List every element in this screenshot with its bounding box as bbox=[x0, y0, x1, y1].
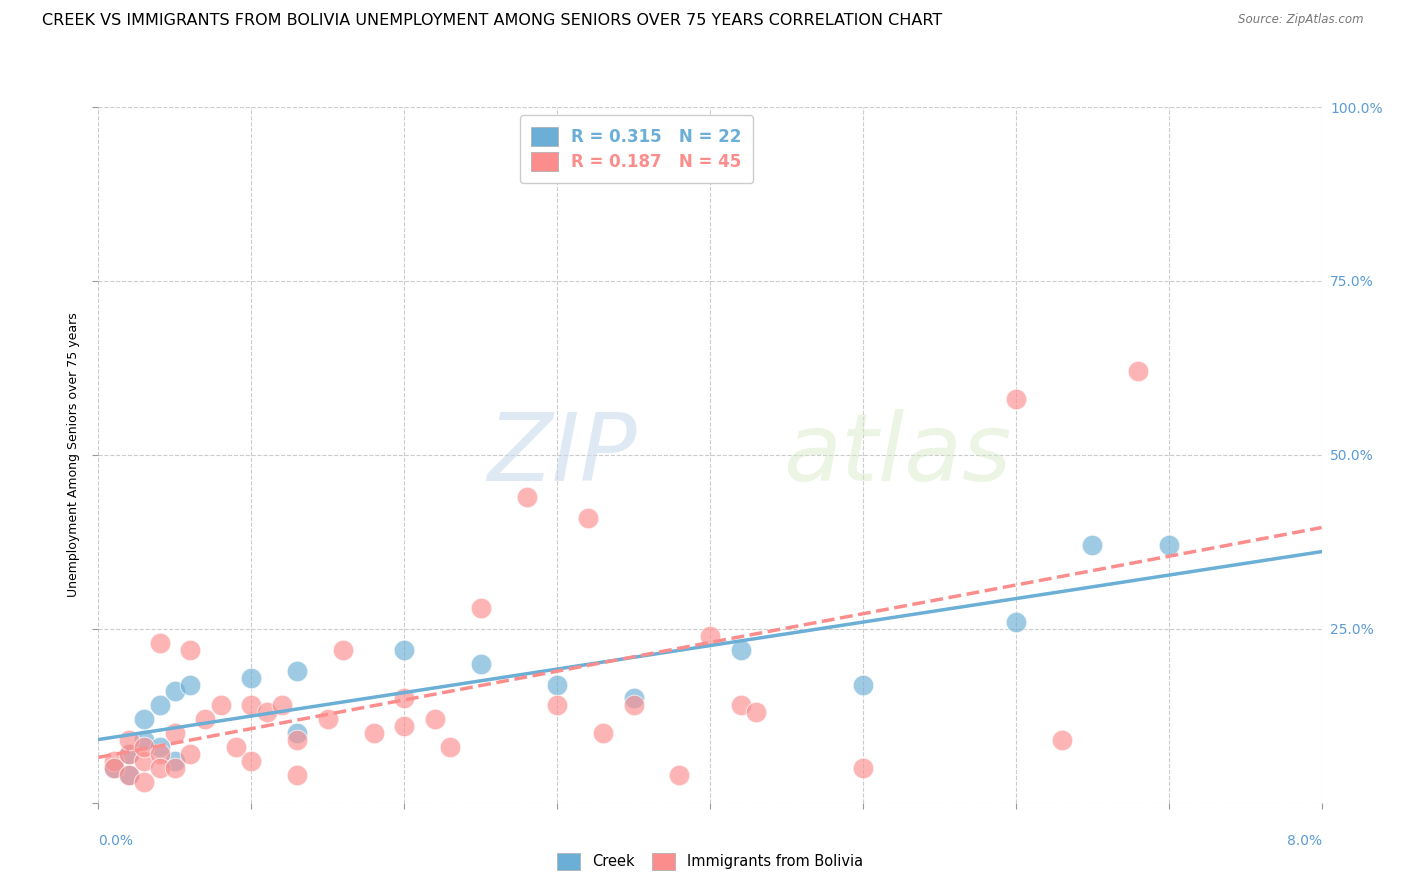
Point bbox=[852, 761, 875, 775]
Point bbox=[149, 761, 172, 775]
Point bbox=[103, 761, 125, 775]
Point bbox=[623, 691, 645, 706]
Point bbox=[516, 490, 538, 504]
Point bbox=[285, 664, 308, 678]
Point bbox=[1157, 538, 1180, 552]
Point bbox=[134, 740, 156, 755]
Point bbox=[392, 691, 416, 706]
Point bbox=[149, 636, 172, 650]
Point bbox=[270, 698, 294, 713]
Point bbox=[240, 698, 263, 713]
Point bbox=[546, 698, 568, 713]
Point bbox=[699, 629, 721, 643]
Point bbox=[179, 677, 201, 691]
Point bbox=[1050, 733, 1073, 747]
Point bbox=[852, 677, 875, 691]
Point bbox=[668, 768, 690, 782]
Point bbox=[163, 726, 186, 740]
Point bbox=[118, 747, 141, 761]
Text: CREEK VS IMMIGRANTS FROM BOLIVIA UNEMPLOYMENT AMONG SENIORS OVER 75 YEARS CORREL: CREEK VS IMMIGRANTS FROM BOLIVIA UNEMPLO… bbox=[42, 13, 942, 29]
Point bbox=[745, 706, 768, 720]
Point bbox=[392, 642, 416, 657]
Point bbox=[332, 642, 354, 657]
Point bbox=[179, 642, 201, 657]
Point bbox=[470, 657, 492, 671]
Point bbox=[209, 698, 232, 713]
Point bbox=[179, 747, 201, 761]
Point bbox=[134, 775, 156, 789]
Point bbox=[194, 712, 217, 726]
Point bbox=[149, 747, 172, 761]
Point bbox=[576, 510, 599, 524]
Legend: Creek, Immigrants from Bolivia: Creek, Immigrants from Bolivia bbox=[551, 847, 869, 876]
Point bbox=[240, 754, 263, 768]
Point bbox=[1128, 364, 1150, 378]
Point bbox=[118, 733, 141, 747]
Text: atlas: atlas bbox=[783, 409, 1012, 500]
Point bbox=[392, 719, 416, 733]
Point bbox=[163, 754, 186, 768]
Point bbox=[470, 601, 492, 615]
Text: 0.0%: 0.0% bbox=[98, 834, 134, 848]
Point bbox=[623, 698, 645, 713]
Point bbox=[423, 712, 446, 726]
Point bbox=[285, 733, 308, 747]
Point bbox=[316, 712, 339, 726]
Point bbox=[149, 740, 172, 755]
Point bbox=[730, 698, 752, 713]
Point bbox=[118, 768, 141, 782]
Point bbox=[134, 712, 156, 726]
Point bbox=[1004, 392, 1026, 407]
Point bbox=[118, 747, 141, 761]
Point bbox=[1004, 615, 1026, 629]
Point bbox=[134, 733, 156, 747]
Point bbox=[163, 684, 186, 698]
Text: ZIP: ZIP bbox=[486, 409, 637, 500]
Point bbox=[546, 677, 568, 691]
Point bbox=[730, 642, 752, 657]
Point bbox=[285, 768, 308, 782]
Point bbox=[439, 740, 461, 755]
Point bbox=[149, 698, 172, 713]
Point bbox=[225, 740, 247, 755]
Point bbox=[285, 726, 308, 740]
Text: Source: ZipAtlas.com: Source: ZipAtlas.com bbox=[1239, 13, 1364, 27]
Point bbox=[240, 671, 263, 685]
Point bbox=[103, 754, 125, 768]
Point bbox=[103, 761, 125, 775]
Point bbox=[363, 726, 385, 740]
Y-axis label: Unemployment Among Seniors over 75 years: Unemployment Among Seniors over 75 years bbox=[66, 312, 80, 598]
Point bbox=[592, 726, 614, 740]
Point bbox=[118, 768, 141, 782]
Point bbox=[134, 754, 156, 768]
Point bbox=[1081, 538, 1104, 552]
Text: 8.0%: 8.0% bbox=[1286, 834, 1322, 848]
Point bbox=[163, 761, 186, 775]
Point bbox=[256, 706, 278, 720]
